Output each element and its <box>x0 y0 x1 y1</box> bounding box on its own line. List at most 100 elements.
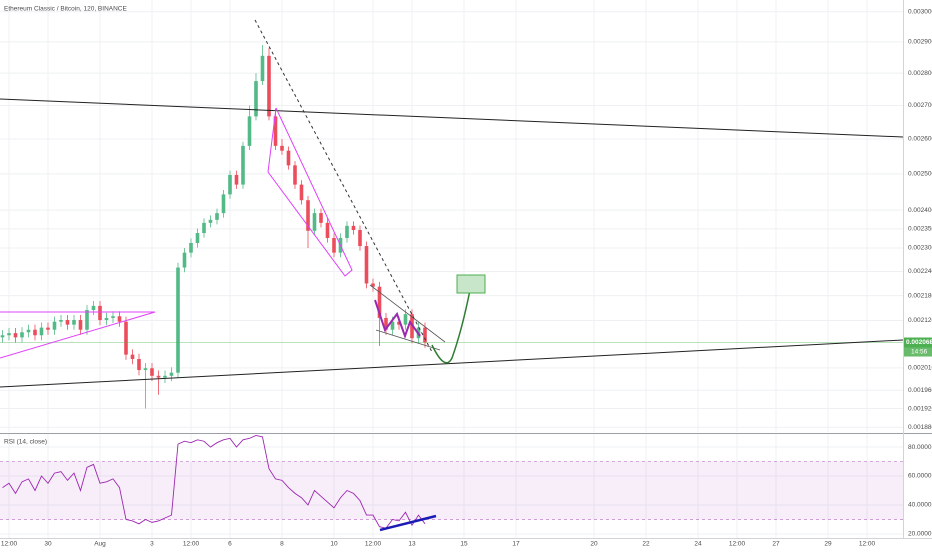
candle-body <box>163 375 167 378</box>
wedge-line <box>369 284 446 343</box>
candle-body <box>182 252 187 268</box>
candle-body <box>208 219 213 223</box>
candle-body <box>241 145 245 185</box>
dashed-trend-line <box>254 19 433 353</box>
candle-body <box>0 335 5 338</box>
candle-body <box>98 305 102 321</box>
x-tick-label: 12:00 <box>365 541 382 548</box>
last-price-tag <box>904 337 932 348</box>
candle-body <box>117 316 122 322</box>
candle-body <box>215 213 219 220</box>
candle-body <box>345 225 349 239</box>
candle-body <box>397 321 401 325</box>
candle-body <box>189 242 193 253</box>
y-tick-label: 40.0000 <box>908 502 932 509</box>
candle-body <box>423 327 427 343</box>
candle-body <box>351 225 356 231</box>
candle-body <box>358 230 362 247</box>
candle-body <box>280 145 284 151</box>
candle-body <box>85 310 89 330</box>
x-tick-label: 12:00 <box>729 541 746 548</box>
rsi-title: RSI (14, close) <box>4 439 47 446</box>
x-tick-label: 17 <box>512 541 520 548</box>
candle-body <box>78 320 83 330</box>
trend-line <box>0 98 904 138</box>
countdown-tag <box>904 347 932 357</box>
candle-body <box>202 222 206 234</box>
candle-body <box>293 165 297 185</box>
candle-body <box>26 329 31 333</box>
y-tick-label: 80.0000 <box>908 444 932 451</box>
rsi-band <box>0 461 903 520</box>
candle-body <box>390 321 395 330</box>
candle-body <box>111 316 115 318</box>
rsi-divergence-line <box>379 514 437 532</box>
candle-body <box>306 200 310 231</box>
chart-title: Ethereum Classic / Bitcoin, 120, BINANCE <box>4 6 127 13</box>
grid <box>0 0 903 538</box>
candle-body <box>332 238 336 253</box>
channel <box>267 107 353 277</box>
candle-body <box>91 305 96 311</box>
rsi-band-group <box>0 461 903 520</box>
axis-labels: 12:00 30 Aug 3 12:00 6 8 10 12:00 13 15 17 20 22 24 12:… <box>1 8 932 548</box>
candle-body <box>403 314 408 325</box>
last-price-label: 0.002068 <box>906 339 932 346</box>
candle-body <box>72 320 76 325</box>
candle-body <box>384 317 388 330</box>
triangle <box>0 311 156 359</box>
x-tick-label: 13 <box>408 541 416 548</box>
candle-body <box>254 81 258 117</box>
countdown-label: 14:56 <box>911 349 928 356</box>
candle-body <box>319 213 323 223</box>
candle-body <box>7 333 11 336</box>
candle-body <box>46 327 50 330</box>
candle-body <box>39 327 44 336</box>
candle-body <box>312 213 317 231</box>
candle-body <box>59 320 63 322</box>
x-tick-label: 27 <box>772 541 780 548</box>
candle-body <box>267 55 271 117</box>
candle-body <box>247 116 252 146</box>
candle-body <box>377 286 382 318</box>
candle-body <box>130 354 135 360</box>
x-tick-label: 8 <box>280 541 284 548</box>
candle-body <box>33 329 37 336</box>
zigzag <box>374 299 421 339</box>
candle-body <box>371 283 375 287</box>
wedge-line <box>375 329 441 351</box>
x-tick-label: 24 <box>694 541 702 548</box>
candle-body <box>65 320 70 325</box>
y-tick-label: 0.001880 <box>908 424 932 431</box>
trend-line <box>0 339 904 388</box>
candle-body <box>228 174 232 195</box>
candle-body <box>20 332 24 338</box>
x-tick-label: 20 <box>590 541 598 548</box>
candle-body <box>137 359 141 371</box>
candle-body <box>299 184 304 201</box>
x-tick-label: 29 <box>824 541 832 548</box>
candle-body <box>124 321 128 355</box>
candle-body <box>104 317 109 321</box>
y-tick-label: 60.0000 <box>908 473 932 480</box>
candle-body <box>156 375 161 378</box>
candle-body <box>260 55 265 82</box>
candle-body <box>143 368 148 371</box>
candle-body <box>273 116 278 146</box>
candle-body <box>176 267 180 373</box>
candle-body <box>286 150 291 166</box>
x-tick-label: 12:00 <box>1 541 18 548</box>
drawings <box>0 19 904 532</box>
x-tick-label: 12:00 <box>859 541 876 548</box>
